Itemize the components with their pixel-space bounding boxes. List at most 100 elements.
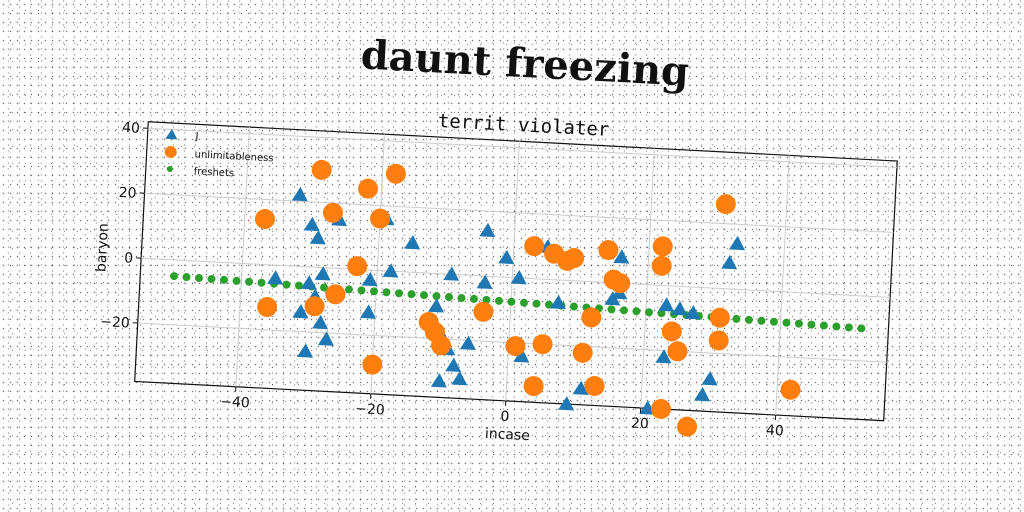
point-freshets — [182, 273, 191, 282]
point-unlimitableness — [564, 248, 585, 269]
point-freshets — [782, 318, 791, 327]
point-j — [498, 249, 515, 265]
point-freshets — [632, 307, 641, 316]
point-freshets — [457, 293, 466, 302]
point-unlimitableness — [257, 297, 278, 318]
point-unlimitableness — [652, 236, 673, 257]
point-unlimitableness — [431, 335, 452, 356]
point-unlimitableness — [358, 178, 379, 199]
point-freshets — [469, 294, 478, 303]
point-freshets — [507, 297, 516, 306]
point-j — [655, 349, 672, 364]
y-tick-label: 0 — [124, 250, 134, 266]
point-freshets — [207, 274, 216, 283]
point-j — [613, 249, 630, 264]
point-j — [701, 371, 718, 386]
point-freshets — [494, 296, 503, 305]
legend: J unlimitableness freshets — [164, 129, 274, 179]
point-j — [443, 266, 460, 281]
x-axis-label: incase — [485, 426, 531, 444]
point-unlimitableness — [304, 296, 325, 317]
point-freshets — [794, 319, 803, 328]
point-unlimitableness — [584, 376, 605, 397]
grid-lines — [137, 127, 897, 416]
point-j — [721, 254, 738, 270]
point-unlimitableness — [524, 236, 545, 257]
y-grid-line — [144, 192, 894, 233]
point-j — [314, 266, 331, 281]
point-j — [558, 396, 575, 411]
point-j — [361, 271, 378, 287]
point-j — [297, 343, 314, 358]
point-unlimitableness — [473, 301, 494, 322]
point-unlimitableness — [311, 159, 332, 180]
point-freshets — [444, 293, 453, 302]
point-j — [671, 301, 688, 316]
point-unlimitableness — [598, 240, 619, 261]
x-grid-line — [505, 141, 520, 401]
point-j — [639, 400, 656, 415]
point-unlimitableness — [610, 273, 631, 294]
point-freshets — [245, 277, 254, 286]
point-freshets — [619, 306, 628, 315]
legend-marker-freshets — [166, 165, 173, 172]
point-freshets — [320, 283, 329, 292]
x-tick-label: 40 — [766, 423, 785, 440]
point-freshets — [369, 287, 378, 296]
x-tick-label: −20 — [355, 401, 385, 419]
point-unlimitableness — [385, 163, 406, 184]
point-freshets — [569, 302, 578, 311]
point-unlimitableness — [581, 307, 602, 328]
point-j — [684, 305, 701, 320]
point-unlimitableness — [780, 379, 801, 400]
data-points — [170, 159, 866, 437]
point-unlimitableness — [322, 202, 343, 223]
point-freshets — [282, 280, 291, 289]
point-j — [479, 222, 496, 238]
point-freshets — [257, 278, 266, 287]
point-freshets — [407, 290, 416, 299]
point-j — [451, 370, 468, 386]
y-grid-line — [147, 127, 897, 169]
point-j — [694, 386, 710, 402]
point-unlimitableness — [651, 255, 672, 276]
point-freshets — [344, 285, 353, 294]
point-freshets — [519, 298, 528, 307]
point-freshets — [807, 320, 816, 329]
point-freshets — [757, 316, 766, 325]
x-tick-label: −40 — [220, 394, 250, 412]
point-j — [658, 297, 675, 312]
point-freshets — [170, 272, 179, 281]
point-j — [360, 304, 377, 319]
point-j — [291, 186, 308, 202]
point-j — [549, 294, 566, 310]
point-j — [300, 275, 317, 290]
point-unlimitableness — [661, 321, 682, 342]
point-freshets — [644, 308, 653, 317]
point-unlimitableness — [715, 194, 736, 215]
point-freshets — [844, 323, 853, 332]
point-freshets — [732, 314, 741, 323]
axis-ticks: −40 −20 0 20 40 −20 0 20 40 — [100, 120, 785, 440]
chart-title: territ violater — [437, 110, 610, 141]
point-j — [267, 270, 284, 285]
point-j — [572, 380, 589, 395]
point-unlimitableness — [677, 416, 698, 437]
point-unlimitableness — [505, 336, 526, 357]
point-freshets — [419, 291, 428, 300]
point-freshets — [819, 321, 828, 330]
point-unlimitableness — [362, 354, 383, 375]
x-tick-label: 0 — [500, 409, 510, 425]
point-freshets — [607, 305, 616, 314]
plot-area — [134, 121, 898, 422]
point-j — [318, 331, 334, 346]
point-unlimitableness — [709, 307, 730, 328]
point-j — [430, 373, 447, 388]
point-freshets — [744, 315, 753, 324]
point-freshets — [657, 309, 666, 318]
point-freshets — [832, 322, 841, 331]
y-tick-label: 40 — [122, 120, 141, 137]
point-unlimitableness — [708, 330, 729, 351]
point-freshets — [544, 300, 553, 309]
